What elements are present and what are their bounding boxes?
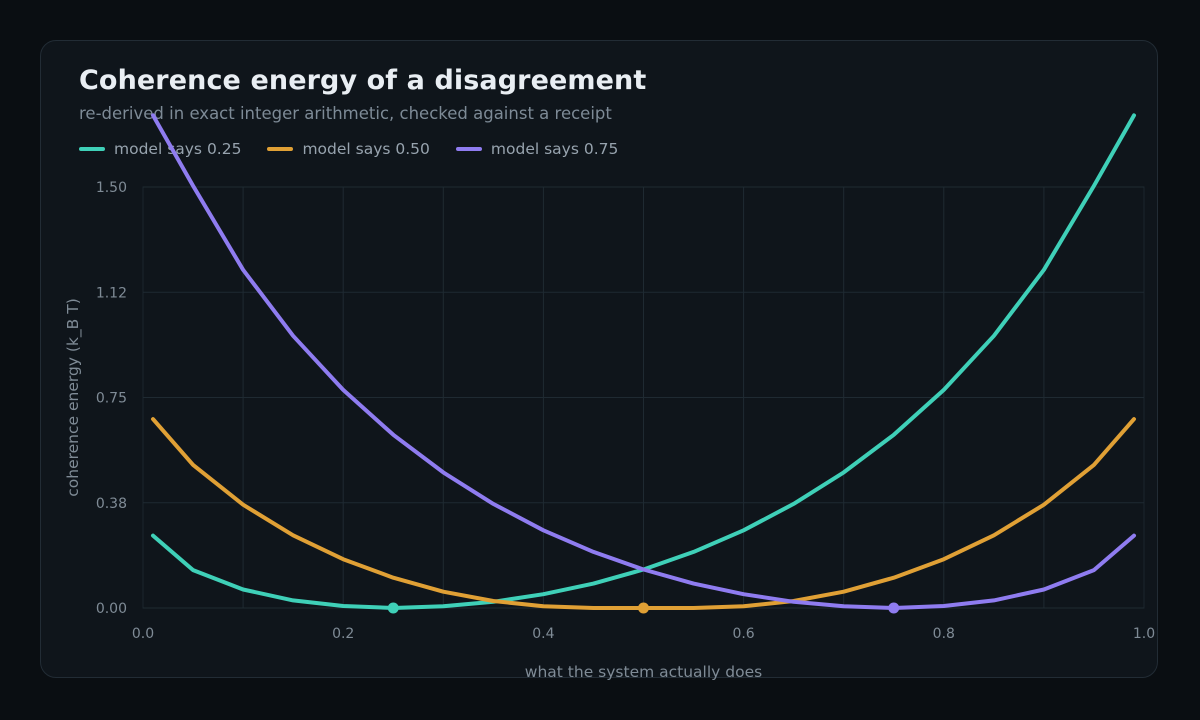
legend-label-series-3: model says 0.75 [490,140,619,158]
legend-swatch-series-2 [267,147,294,151]
x-tick-label: 0.0 [132,626,154,642]
chart-title: Coherence energy of a disagreement [79,65,647,96]
y-tick-label: 0.75 [96,391,127,407]
y-tick-label: 1.12 [96,285,127,301]
y-tick-label: 0.38 [96,496,127,512]
legend-label-series-1: model says 0.25 [114,140,242,158]
series-marker-1 [387,602,399,614]
chart-subtitle: re-derived in exact integer arithmetic, … [79,104,612,123]
legend-item-series-2: model says 0.50 [267,140,430,158]
y-tick-label: 1.50 [96,180,127,196]
x-tick-label: 0.4 [532,626,554,642]
y-axis-label: coherence energy (k_B T) [64,298,83,497]
legend-label-series-2: model says 0.50 [302,140,430,158]
y-tick-label: 0.00 [96,601,127,617]
series-marker-2 [638,602,649,614]
legend-item-series-1: model says 0.25 [79,140,241,158]
x-tick-label: 1.0 [1133,626,1155,642]
x-tick-label: 0.8 [933,626,955,642]
legend-swatch-series-3 [455,147,482,151]
x-tick-label: 0.6 [732,626,754,642]
legend-swatch-series-1 [79,147,105,151]
legend: model says 0.25 model says 0.50 model sa… [79,140,618,158]
x-tick-label: 0.2 [332,626,354,642]
series-line-3 [151,113,1136,610]
x-axis-label: what the system actually does [525,663,762,681]
series-marker-3 [888,602,900,614]
legend-item-series-3: model says 0.75 [455,140,619,158]
